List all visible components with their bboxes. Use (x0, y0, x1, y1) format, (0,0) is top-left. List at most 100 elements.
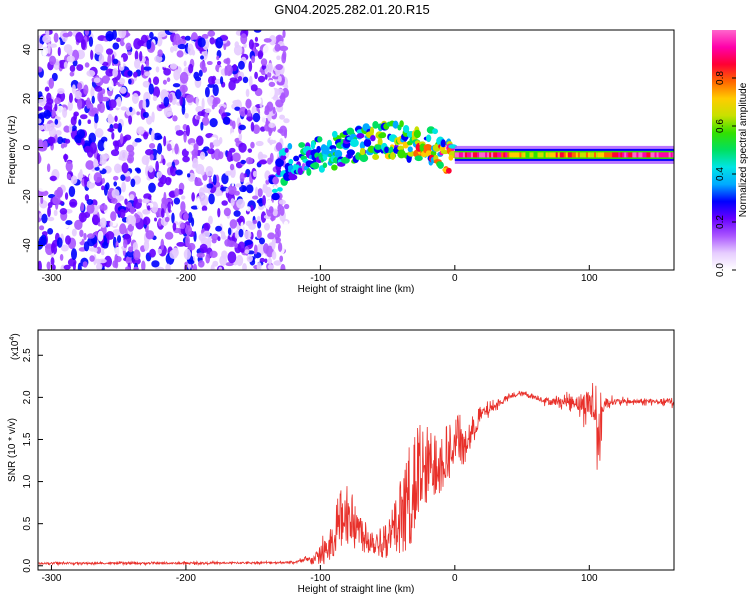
noise-blob (118, 30, 127, 39)
ridge-blob (334, 149, 343, 158)
noise-blob (279, 205, 285, 216)
noise-blob (257, 75, 266, 83)
noise-blob (134, 138, 142, 143)
noise-blob (279, 114, 286, 120)
ridge-blob (275, 158, 284, 167)
noise-blob (60, 244, 69, 252)
noise-blob (89, 255, 95, 262)
noise-blob (119, 86, 127, 94)
tone-core (640, 152, 643, 158)
noise-blob (170, 46, 174, 53)
noise-blob (206, 96, 215, 105)
noise-blob (264, 258, 268, 264)
tone-core (517, 152, 520, 158)
y-tick-label: 1.5 (22, 432, 33, 446)
noise-blob (87, 119, 91, 124)
noise-blob (98, 53, 105, 65)
noise-blob (224, 238, 231, 247)
noise-blob (41, 213, 48, 224)
noise-blob (272, 95, 279, 101)
noise-blob (179, 222, 186, 230)
noise-blob (258, 159, 267, 165)
noise-blob (259, 257, 266, 263)
noise-blob (38, 112, 48, 119)
noise-blob (145, 60, 150, 67)
noise-blob (47, 206, 51, 218)
noise-blob (275, 142, 283, 152)
noise-blob (73, 111, 79, 117)
noise-blob (146, 115, 153, 125)
noise-blob (51, 163, 60, 169)
ridge-blob (293, 155, 300, 162)
noise-blob (132, 242, 138, 251)
noise-blob (191, 192, 195, 202)
noise-blob (254, 36, 259, 42)
tone-core (531, 152, 535, 158)
tone-core (468, 152, 472, 158)
noise-blob (246, 116, 254, 121)
noise-blob (281, 52, 287, 64)
noise-blob (67, 100, 73, 112)
noise-blob (175, 169, 183, 176)
snr-frame (37, 329, 675, 571)
noise-blob (132, 113, 140, 120)
noise-blob (76, 98, 83, 110)
ridge-blob (397, 145, 405, 151)
noise-blob (48, 126, 57, 138)
colorbar-tick-label: 0.8 (715, 71, 726, 85)
noise-blob (51, 109, 55, 118)
noise-blob (131, 93, 139, 105)
noise-blob (215, 37, 224, 49)
spectrogram-x-label: Height of straight line (km) (298, 284, 415, 295)
tone-core (525, 152, 529, 158)
noise-blob (233, 210, 241, 217)
noise-blob (101, 96, 110, 102)
snr-panel: -300 -200 -100 0 100 0.0 0.5 1.0 1.5 2.0 2.5 Heig… (7, 329, 675, 595)
noise-blob (136, 168, 142, 174)
noise-blob (164, 231, 174, 240)
noise-blob (119, 208, 126, 219)
noise-blob (244, 108, 248, 115)
tone-core (650, 152, 654, 158)
ridge-blob (276, 168, 282, 176)
noise-blob (49, 175, 57, 181)
noise-blob (114, 140, 120, 152)
noise-blob (264, 109, 270, 116)
noise-blob (232, 30, 236, 37)
tone-core (591, 152, 595, 158)
noise-blob (89, 141, 97, 154)
ridge-blob (414, 155, 423, 162)
tone-core (585, 152, 589, 158)
noise-blob (182, 86, 186, 98)
noise-blob (136, 111, 141, 116)
y-tick-label: -40 (22, 238, 33, 253)
noise-blob (68, 92, 73, 103)
ridge-blob (399, 120, 404, 128)
noise-blob (233, 242, 238, 248)
noise-blob (209, 250, 218, 258)
noise-blob (187, 43, 194, 56)
noise-blob (232, 152, 241, 162)
x-tick-label: -200 (176, 573, 196, 584)
noise-blob (148, 143, 156, 149)
noise-blob (229, 163, 235, 171)
noise-blob (94, 128, 104, 138)
noise-blob (198, 69, 203, 77)
noise-blob (128, 115, 133, 125)
noise-blob (165, 176, 172, 186)
noise-blob (64, 138, 71, 144)
noise-blob (46, 163, 51, 173)
noise-blob (105, 30, 114, 42)
noise-blob (110, 211, 117, 222)
ridge-blob (440, 139, 446, 148)
noise-blob (224, 163, 229, 169)
tone-core (642, 152, 646, 158)
noise-blob (191, 217, 195, 227)
tone-core (571, 152, 575, 158)
noise-blob (123, 239, 128, 249)
tone-core (600, 152, 603, 158)
noise-blob (226, 150, 233, 163)
noise-blob (116, 197, 121, 203)
noise-blob (150, 129, 155, 142)
noise-blob (187, 242, 196, 251)
